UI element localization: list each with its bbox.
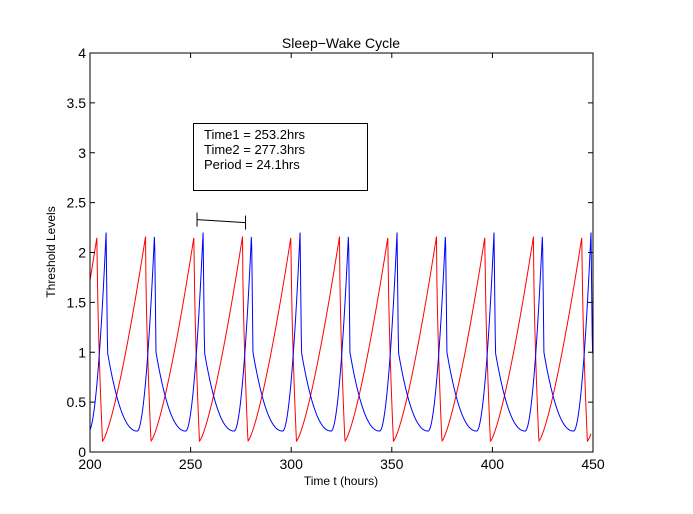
x-tick-label-2: 300 [280,456,304,472]
bracket-layer [196,212,247,230]
x-tick-label-5: 450 [581,456,605,472]
period-bracket-line [197,219,246,224]
series-blue-line [89,232,594,432]
x-tick-label-3: 350 [380,456,404,472]
series-red-line [89,236,592,443]
annotation-time2: Time2 = 277.3hrs [204,142,306,157]
y-tick-label-4: 2 [78,245,86,261]
annotation-time1: Time1 = 253.2hrs [204,127,306,142]
y-tick-label-3: 1.5 [67,294,87,310]
period-annotation-box: Time1 = 253.2hrs Time2 = 277.3hrs Period… [193,123,368,191]
x-tick-label-1: 250 [179,456,203,472]
x-tick-label-4: 400 [481,456,505,472]
y-tick-label-2: 1 [78,344,86,360]
x-axis-label: Time t (hours) [304,474,378,488]
y-tick-label-7: 3.5 [67,95,87,111]
annotation-period: Period = 24.1hrs [204,157,300,172]
y-tick-label-6: 3 [78,145,86,161]
y-tick-label-1: 0.5 [67,394,87,410]
chart-title: Sleep−Wake Cycle [282,35,400,51]
y-tick-label-5: 2.5 [67,195,87,211]
x-tick-label-0: 200 [78,456,102,472]
y-tick-label-8: 4 [78,45,86,61]
series-layer [89,232,594,443]
y-tick-label-0: 0 [78,444,86,460]
tick-layer: 200 250 300 350 400 450 0 0.5 1 1.5 2 2.5 3 3.5 4 [67,45,605,472]
y-axis-label: Threshold Levels [44,206,58,297]
